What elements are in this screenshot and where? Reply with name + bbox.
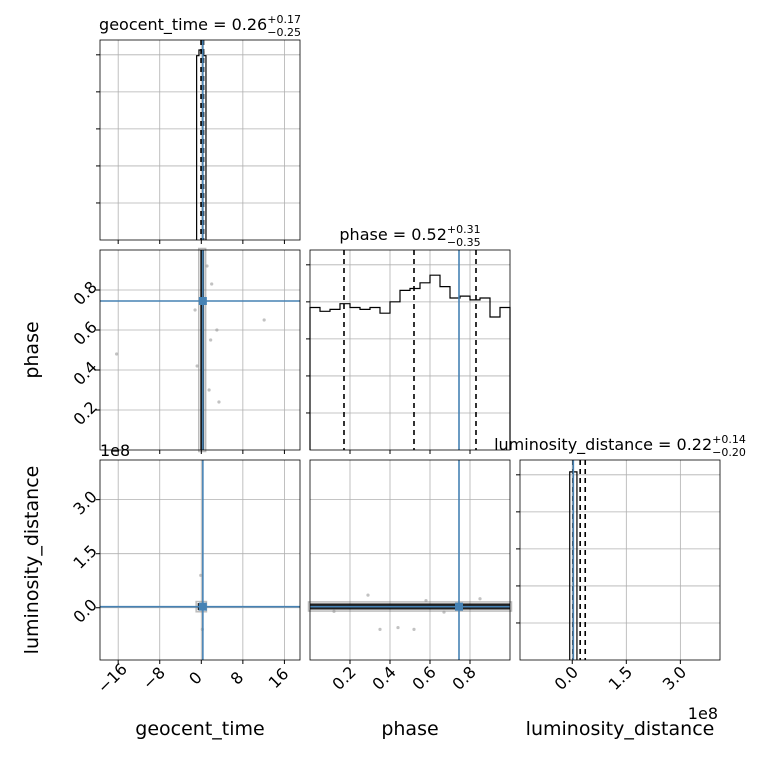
xtick-label-geocent_time-1: −8	[139, 663, 169, 693]
xtick-label-phase-2: 0.6	[408, 662, 439, 693]
ylabel-phase: phase	[21, 321, 43, 378]
ylabel-luminosity_distance: luminosity_distance	[21, 466, 43, 655]
ytick-label-luminosity_distance-0: 0.0	[69, 595, 100, 626]
xtick-label-geocent_time-4: 16	[265, 664, 293, 692]
diag-1-title: phase = 0.52+0.31 −0.35	[339, 223, 480, 249]
xtick-label-geocent_time-3: 8	[227, 668, 248, 689]
panel-0-1-point-6	[193, 308, 197, 312]
panel-0-1-point-3	[210, 282, 214, 286]
panel-0-2-frame	[99, 459, 301, 661]
panel-0-2-point-1	[199, 573, 203, 577]
panel-0-1-point-8	[195, 364, 199, 368]
offset-label-luminosity_distance-x: 1e8	[688, 704, 718, 723]
panel-0-1-frame	[99, 249, 301, 451]
diag-2-frame	[519, 459, 721, 661]
xtick-label-phase-0: 0.2	[328, 662, 359, 693]
diag-0-title: geocent_time = 0.26+0.17 −0.25	[99, 13, 301, 39]
offset-label-luminosity_distance-y: 1e8	[100, 441, 130, 460]
panel-1-2-point-5	[442, 610, 446, 614]
ytick-label-phase-2: 0.6	[69, 317, 100, 348]
xtick-label-phase-1: 0.4	[368, 662, 399, 693]
panel-0-1-point-2	[217, 400, 221, 404]
panel-0-1-point-7	[207, 388, 211, 392]
panel-1-2-truth-marker	[455, 602, 463, 611]
ytick-label-luminosity_distance-2: 3.0	[69, 487, 100, 518]
xlabel-geocent_time: geocent_time	[135, 718, 264, 740]
panel-1-2-point-0	[378, 627, 382, 631]
panel-0-1-truth-marker	[198, 297, 207, 305]
panel-1-2-point-2	[412, 627, 416, 631]
panel-0-1-point-0	[115, 352, 119, 356]
panel-1-2-point-4	[332, 609, 336, 613]
diag-1-frame	[309, 249, 511, 451]
diag-0-frame	[99, 39, 301, 241]
xtick-label-luminosity_distance-0: 0.0	[551, 662, 582, 693]
diag-2-title: luminosity_distance = 0.22+0.14 −0.20	[494, 433, 746, 459]
panel-0-1-point-1	[262, 318, 266, 322]
panel-1-2-density-edge-0	[307, 601, 513, 612]
xtick-label-luminosity_distance-1: 1.5	[605, 662, 636, 693]
panel-0-2-truth-marker	[198, 602, 207, 611]
panel-0-1-point-9	[205, 264, 209, 268]
panel-1-2-point-1	[396, 625, 400, 630]
xtick-label-luminosity_distance-2: 3.0	[659, 662, 690, 693]
ytick-label-phase-1: 0.4	[69, 357, 100, 388]
panel-0-1-point-5	[209, 338, 213, 342]
ytick-label-phase-0: 0.2	[69, 397, 100, 428]
panel-0-1-point-4	[215, 328, 219, 332]
panel-0-1-density-edge-0	[198, 247, 207, 453]
xtick-label-geocent_time-2: 0	[185, 668, 206, 689]
xlabel-luminosity_distance: luminosity_distance	[526, 718, 715, 740]
ytick-label-luminosity_distance-1: 1.5	[69, 541, 100, 572]
xlabel-phase: phase	[381, 718, 438, 740]
panel-1-2-point-3	[366, 593, 370, 597]
ytick-label-phase-3: 0.8	[69, 277, 100, 308]
panel-1-2-point-6	[478, 597, 482, 601]
diag-1-histogram	[309, 274, 511, 450]
xtick-label-phase-3: 0.8	[448, 662, 479, 693]
panel-1-2-frame	[309, 459, 511, 661]
xtick-label-geocent_time-0: −16	[94, 659, 131, 696]
panel-1-2-point-7	[424, 598, 428, 603]
